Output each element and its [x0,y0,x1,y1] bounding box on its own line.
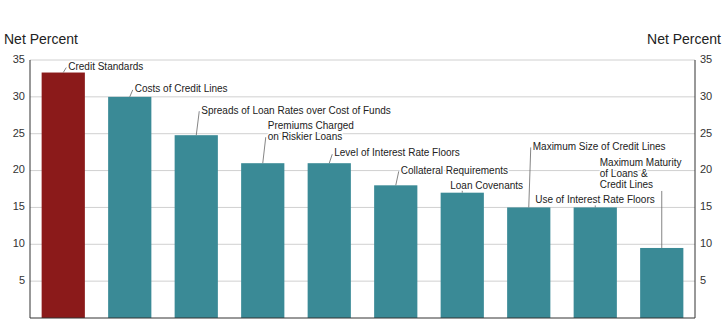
annotation: Use of Interest Rate Floors [535,194,655,205]
annotation-leader [529,147,531,207]
annotation: Loan Covenants [450,180,523,191]
annotation: Collateral Requirements [401,165,508,176]
bar [42,73,85,318]
y2-axis-label: Net Percent [647,31,721,47]
annotation-line: Level of Interest Rate Floors [334,147,460,158]
annotation: Maximum Size of Credit Lines [533,141,666,152]
y-axis-line [30,60,31,318]
bar [441,193,484,318]
annotation: Costs of Credit Lines [135,83,228,94]
y-tick-label: 15 [13,200,25,212]
annotation-line: of Loans & [600,168,648,179]
annotation-line: Loan Covenants [450,180,523,191]
x-axis-line [30,318,695,319]
annotation: Premiums Chargedon Riskier Loans [268,120,354,142]
y-tick-label: 5 [19,274,25,286]
axes: 5 10 15 20 25 30 35 5 10 15 20 25 30 35 [13,53,713,318]
annotation: Credit Standards [68,61,143,72]
y2-tick-label: 25 [700,127,712,139]
bar [507,207,550,318]
annotation: Maximum Maturityof Loans &Credit Lines [600,157,682,190]
chart: 5 10 15 20 25 30 35 5 10 15 20 25 30 35 Net Percent Net… [0,0,725,328]
annotation-line: Costs of Credit Lines [135,83,228,94]
y2-tick-label: 15 [700,200,712,212]
annotation-line: Spreads of Loan Rates over Cost of Funds [201,105,391,116]
y2-tick-label: 20 [700,163,712,175]
bar [640,248,683,318]
y2-tick-label: 30 [700,90,712,102]
y-tick-label: 35 [13,53,25,65]
bar [175,135,218,318]
annotation-leader [63,68,66,73]
y-tick-label: 20 [13,163,25,175]
annotation-leader [462,191,463,193]
y-tick-label: 30 [13,90,25,102]
annotation-leader [130,90,133,97]
bar [108,97,151,318]
bars [42,73,684,318]
y-tick-label: 25 [13,127,25,139]
annotation-leader [196,111,199,135]
annotation: Spreads of Loan Rates over Cost of Funds [201,105,391,116]
bar [308,163,351,318]
annotation-line: Premiums Charged [268,120,354,131]
annotation-line: Collateral Requirements [401,165,508,176]
bar [241,163,284,318]
annotation: Level of Interest Rate Floors [334,147,460,158]
y2-tick-label: 10 [700,237,712,249]
y2-tick-label: 5 [700,274,706,286]
y-tick-label: 10 [13,237,25,249]
annotation-leader [396,171,399,185]
annotation-line: Maximum Maturity [600,157,682,168]
annotation-leader [329,154,332,163]
annotation-line: Maximum Size of Credit Lines [533,141,666,152]
annotation-leader [595,205,596,207]
annotation-line: Credit Standards [68,61,143,72]
y2-axis-line [695,60,696,318]
annotation-leader [263,137,266,163]
y2-tick-label: 35 [700,53,712,65]
bar [374,185,417,318]
annotations: Credit Standards Costs of Credit Lines Spr… [63,61,681,248]
annotation-leader [661,191,662,248]
annotation-line: Credit Lines [600,179,653,190]
annotation-line: on Riskier Loans [268,131,342,142]
bar [574,207,617,318]
y-axis-label: Net Percent [4,31,78,47]
annotation-line: Use of Interest Rate Floors [535,194,655,205]
